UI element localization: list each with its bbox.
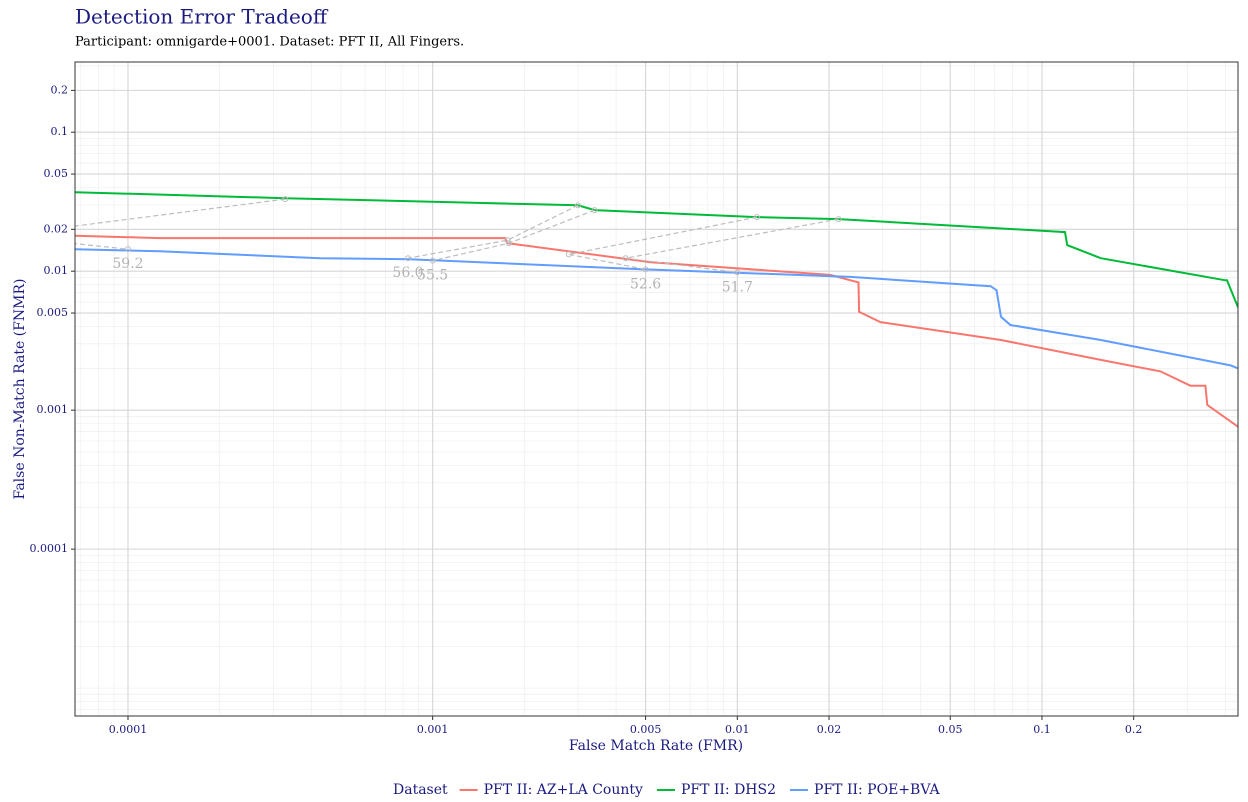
annotation-point bbox=[124, 246, 131, 253]
x-tick-label: 0.005 bbox=[630, 723, 662, 736]
legend: Dataset PFT II: AZ+LA County PFT II: DHS2 P… bbox=[393, 782, 940, 798]
annotation-point bbox=[753, 214, 760, 221]
grid bbox=[75, 62, 1238, 716]
annotation-point bbox=[734, 269, 741, 276]
legend-label: PFT II: POE+BVA bbox=[814, 782, 940, 798]
y-tick-label: 0.01 bbox=[44, 264, 69, 277]
annotation-point bbox=[575, 202, 582, 209]
annotation-line bbox=[625, 218, 839, 273]
annotation-point bbox=[835, 216, 842, 223]
annotation-point bbox=[642, 266, 649, 273]
annotation-point bbox=[0, 233, 2, 238]
x-tick-label: 0.02 bbox=[817, 723, 842, 736]
annotation-point bbox=[282, 196, 289, 203]
annotation-point bbox=[504, 237, 511, 244]
y-tick-label: 0.05 bbox=[44, 167, 69, 180]
legend-label: PFT II: DHS2 bbox=[681, 782, 776, 798]
plot-area: 59.2 56.055.5 52.6 51.7 bbox=[0, 191, 1238, 428]
y-tick-label: 0.2 bbox=[51, 83, 69, 96]
y-tick-label: 0.005 bbox=[37, 306, 69, 319]
x-tick-label: 0.0001 bbox=[109, 723, 148, 736]
plot-frame bbox=[74, 61, 1239, 717]
y-tick-label: 0.02 bbox=[44, 222, 69, 235]
annotation-label: 56.0 bbox=[392, 265, 423, 281]
annotation-point bbox=[591, 207, 598, 214]
y-axis-title: False Non-Match Rate (FNMR) bbox=[12, 279, 28, 500]
axes: 0.0001 0.001 0.005 0.01 0.02 0.05 0.1 0.2 0.0001… bbox=[30, 83, 1143, 736]
annotation-point bbox=[505, 240, 512, 247]
legend-label: PFT II: AZ+LA County bbox=[484, 782, 643, 798]
x-tick-label: 0.05 bbox=[938, 723, 963, 736]
annotation-point bbox=[429, 257, 436, 264]
series-line bbox=[75, 191, 1238, 308]
annotation-line bbox=[568, 216, 758, 270]
x-tick-label: 0.1 bbox=[1033, 723, 1051, 736]
chart-subtitle: Participant: omnigarde+0001. Dataset: PF… bbox=[75, 35, 464, 50]
y-tick-label: 0.001 bbox=[37, 403, 69, 416]
annotation-point bbox=[622, 255, 629, 262]
annotation-line bbox=[407, 204, 579, 259]
annotation-label: 55.5 bbox=[417, 268, 448, 284]
x-tick-label: 0.2 bbox=[1125, 723, 1143, 736]
y-tick-label: 0.1 bbox=[51, 125, 69, 138]
x-tick-label: 0.001 bbox=[417, 723, 449, 736]
annotation-label: 59.2 bbox=[112, 256, 143, 272]
legend-title: Dataset bbox=[393, 782, 448, 798]
annotation-line bbox=[432, 209, 595, 262]
x-tick-label: 0.01 bbox=[725, 723, 750, 736]
annotation-point bbox=[404, 255, 411, 262]
annotation-label: 52.6 bbox=[630, 276, 661, 292]
annotation-point bbox=[565, 251, 572, 258]
series-line bbox=[75, 248, 1238, 370]
y-tick-label: 0.0001 bbox=[30, 542, 69, 555]
chart-title: Detection Error Tradeoff bbox=[75, 5, 329, 29]
series-line bbox=[75, 234, 1238, 428]
annotation-label: 51.7 bbox=[722, 279, 753, 295]
x-axis-title: False Match Rate (FMR) bbox=[569, 738, 743, 754]
